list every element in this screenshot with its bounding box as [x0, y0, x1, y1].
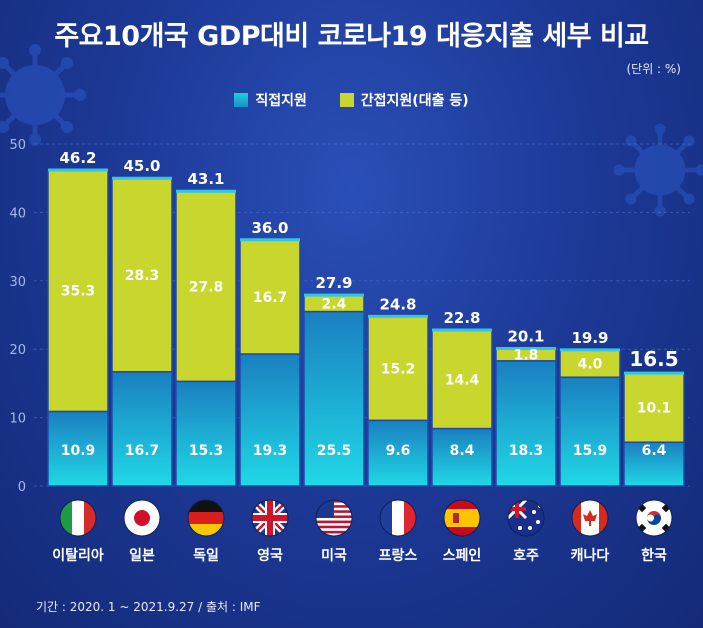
- legend-item-indirect: 간접지원(대출 등): [339, 90, 469, 110]
- category-label: 한국: [641, 548, 667, 564]
- direct-value-label: 8.4: [450, 443, 475, 459]
- direct-value-label: 25.5: [317, 443, 352, 459]
- total-label: 20.1: [507, 328, 544, 346]
- bar-direct: [367, 419, 429, 487]
- legend-label-direct: 직접지원: [255, 93, 307, 109]
- bar-direct: [431, 427, 493, 487]
- bar-indirect: [367, 315, 429, 422]
- bar-indirect: [47, 169, 109, 413]
- legend-item-direct: 직접지원: [234, 90, 307, 110]
- flag-outline: [251, 499, 289, 537]
- category-label: 호주: [513, 548, 539, 564]
- flag-outline: [379, 499, 417, 537]
- category-label: 캐나다: [571, 548, 610, 564]
- indirect-value-label: 14.4: [445, 372, 480, 388]
- direct-value-label: 10.9: [61, 443, 96, 459]
- legend-swatch-direct: [234, 93, 249, 107]
- indirect-value-label: 15.2: [381, 361, 416, 377]
- japan-flag-icon: [124, 500, 160, 536]
- flag-outline: [187, 499, 225, 537]
- flag-outline: [123, 499, 161, 537]
- indirect-value-label: 28.3: [125, 268, 160, 284]
- category-label: 미국: [321, 548, 347, 564]
- footer-source: 기간 : 2020. 1 ~ 2021.9.27 / 출처 : IMF: [36, 600, 261, 614]
- total-label: 46.2: [59, 149, 96, 167]
- bar-direct: [495, 360, 557, 487]
- bar-direct: [111, 371, 173, 487]
- y-tick-label: 50: [9, 138, 26, 153]
- legend-label-indirect: 간접지원(대출 등): [360, 93, 469, 109]
- france-flag-icon: [380, 500, 416, 536]
- bar-direct: [47, 410, 109, 487]
- total-label: 36.0: [251, 219, 288, 237]
- chart-title: 주요10개국 GDP대비 코로나19 대응지출 세부 비교: [54, 21, 649, 52]
- direct-value-label: 9.6: [386, 443, 411, 459]
- indirect-value-label: 1.8: [514, 348, 539, 364]
- indirect-value-label: 10.1: [637, 401, 672, 417]
- italy-flag-icon: [60, 500, 96, 536]
- unit-label: (단위 : %): [626, 62, 681, 76]
- total-label: 24.8: [379, 295, 416, 313]
- total-label: 19.9: [571, 329, 608, 347]
- total-label: 16.5: [629, 347, 678, 371]
- y-tick-label: 20: [9, 343, 26, 358]
- category-label: 독일: [193, 548, 219, 564]
- legend: 직접지원 간접지원(대출 등): [0, 90, 703, 111]
- category-label: 일본: [129, 548, 155, 564]
- flag-outline: [635, 499, 673, 537]
- direct-value-label: 18.3: [509, 443, 544, 459]
- direct-value-label: 19.3: [253, 443, 288, 459]
- indirect-value-label: 2.4: [322, 296, 347, 312]
- indirect-value-label: 35.3: [61, 284, 96, 300]
- bar-indirect: [111, 177, 173, 373]
- category-label: 이탈리아: [52, 547, 104, 564]
- y-tick-label: 10: [9, 412, 26, 427]
- category-label: 스페인: [443, 547, 482, 564]
- flag-outline: [315, 499, 353, 537]
- direct-value-label: 15.9: [573, 443, 608, 459]
- total-label: 27.9: [315, 274, 352, 292]
- flag-outline: [507, 499, 545, 537]
- korea-flag-icon: [636, 500, 672, 536]
- flag-outline: [443, 499, 481, 537]
- total-label: 45.0: [123, 157, 160, 175]
- y-tick-label: 0: [18, 480, 26, 495]
- indirect-value-label: 16.7: [253, 290, 288, 306]
- flag-outline: [571, 499, 609, 537]
- virus-decoration-icon: [613, 123, 703, 217]
- bar-indirect: [239, 239, 301, 355]
- flag-outline: [59, 499, 97, 537]
- uk-flag-icon: [252, 500, 288, 536]
- bar-indirect: [175, 190, 237, 383]
- bar-direct: [239, 353, 301, 487]
- direct-value-label: 6.4: [642, 443, 667, 459]
- y-tick-label: 30: [9, 275, 26, 290]
- category-label: 프랑스: [379, 548, 418, 564]
- usa-flag-icon: [316, 500, 352, 536]
- germany-flag-icon: [188, 500, 224, 536]
- total-label: 43.1: [187, 170, 224, 188]
- total-label: 22.8: [443, 309, 480, 327]
- indirect-value-label: 4.0: [578, 357, 603, 373]
- bar-indirect: [431, 329, 493, 430]
- bar-direct: [303, 310, 365, 487]
- canada-flag-icon: [572, 500, 608, 536]
- direct-value-label: 15.3: [189, 443, 224, 459]
- virus-decoration-icon: [0, 44, 86, 146]
- direct-value-label: 16.7: [125, 443, 160, 459]
- bar-direct: [175, 380, 237, 487]
- legend-swatch-indirect: [339, 93, 354, 107]
- category-label: 영국: [257, 547, 283, 564]
- y-tick-label: 40: [9, 206, 26, 221]
- spain-flag-icon: [444, 500, 480, 536]
- indirect-value-label: 27.8: [189, 279, 224, 295]
- bar-direct: [559, 376, 621, 487]
- australia-flag-icon: [508, 500, 544, 536]
- bar-indirect: [559, 349, 621, 378]
